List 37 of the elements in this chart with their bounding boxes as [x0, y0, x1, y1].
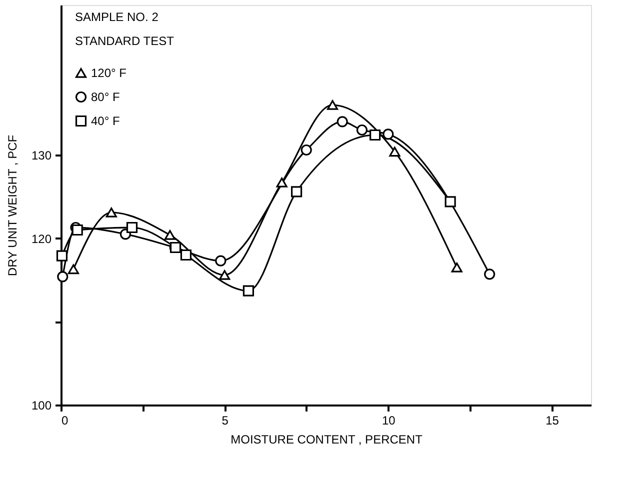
point: [242, 285, 254, 296]
y-axis-title: DRY UNIT WEIGHT , PCF: [5, 134, 20, 276]
x-tick-label: 0: [62, 414, 68, 428]
x-axis-title: MOISTURE CONTENT , PERCENT: [230, 432, 424, 446]
point: [451, 262, 462, 272]
point: [291, 186, 302, 198]
x-tick-label: 15: [546, 414, 560, 428]
x-tick-label: 5: [222, 414, 229, 428]
point: [484, 268, 496, 280]
point: [276, 178, 288, 188]
y-tick-label: 130: [31, 148, 52, 162]
point: [370, 129, 381, 141]
point: [382, 128, 394, 140]
point: [389, 146, 400, 157]
point: [327, 100, 338, 110]
point: [68, 264, 79, 274]
point: [336, 116, 348, 128]
point: [215, 255, 226, 266]
point: [444, 196, 456, 208]
point: [126, 222, 138, 234]
point: [180, 249, 192, 261]
point: [56, 250, 68, 262]
point: [300, 144, 312, 156]
point: [72, 224, 83, 236]
point: [219, 270, 230, 280]
text: STANDARD TEST: [75, 34, 175, 48]
legend-label: 80° F: [91, 90, 120, 104]
y-tick-label: 120: [31, 232, 52, 246]
point: [106, 208, 117, 218]
point: [57, 271, 68, 282]
legend-label: 40° F: [91, 114, 120, 128]
point: [356, 124, 368, 136]
legend-label: 120° F: [91, 66, 126, 80]
x-tick-label: 10: [382, 414, 396, 428]
y-tick-label: 100: [31, 398, 52, 412]
chart-title: SAMPLE NO. 2: [75, 10, 159, 24]
point: [164, 230, 176, 240]
